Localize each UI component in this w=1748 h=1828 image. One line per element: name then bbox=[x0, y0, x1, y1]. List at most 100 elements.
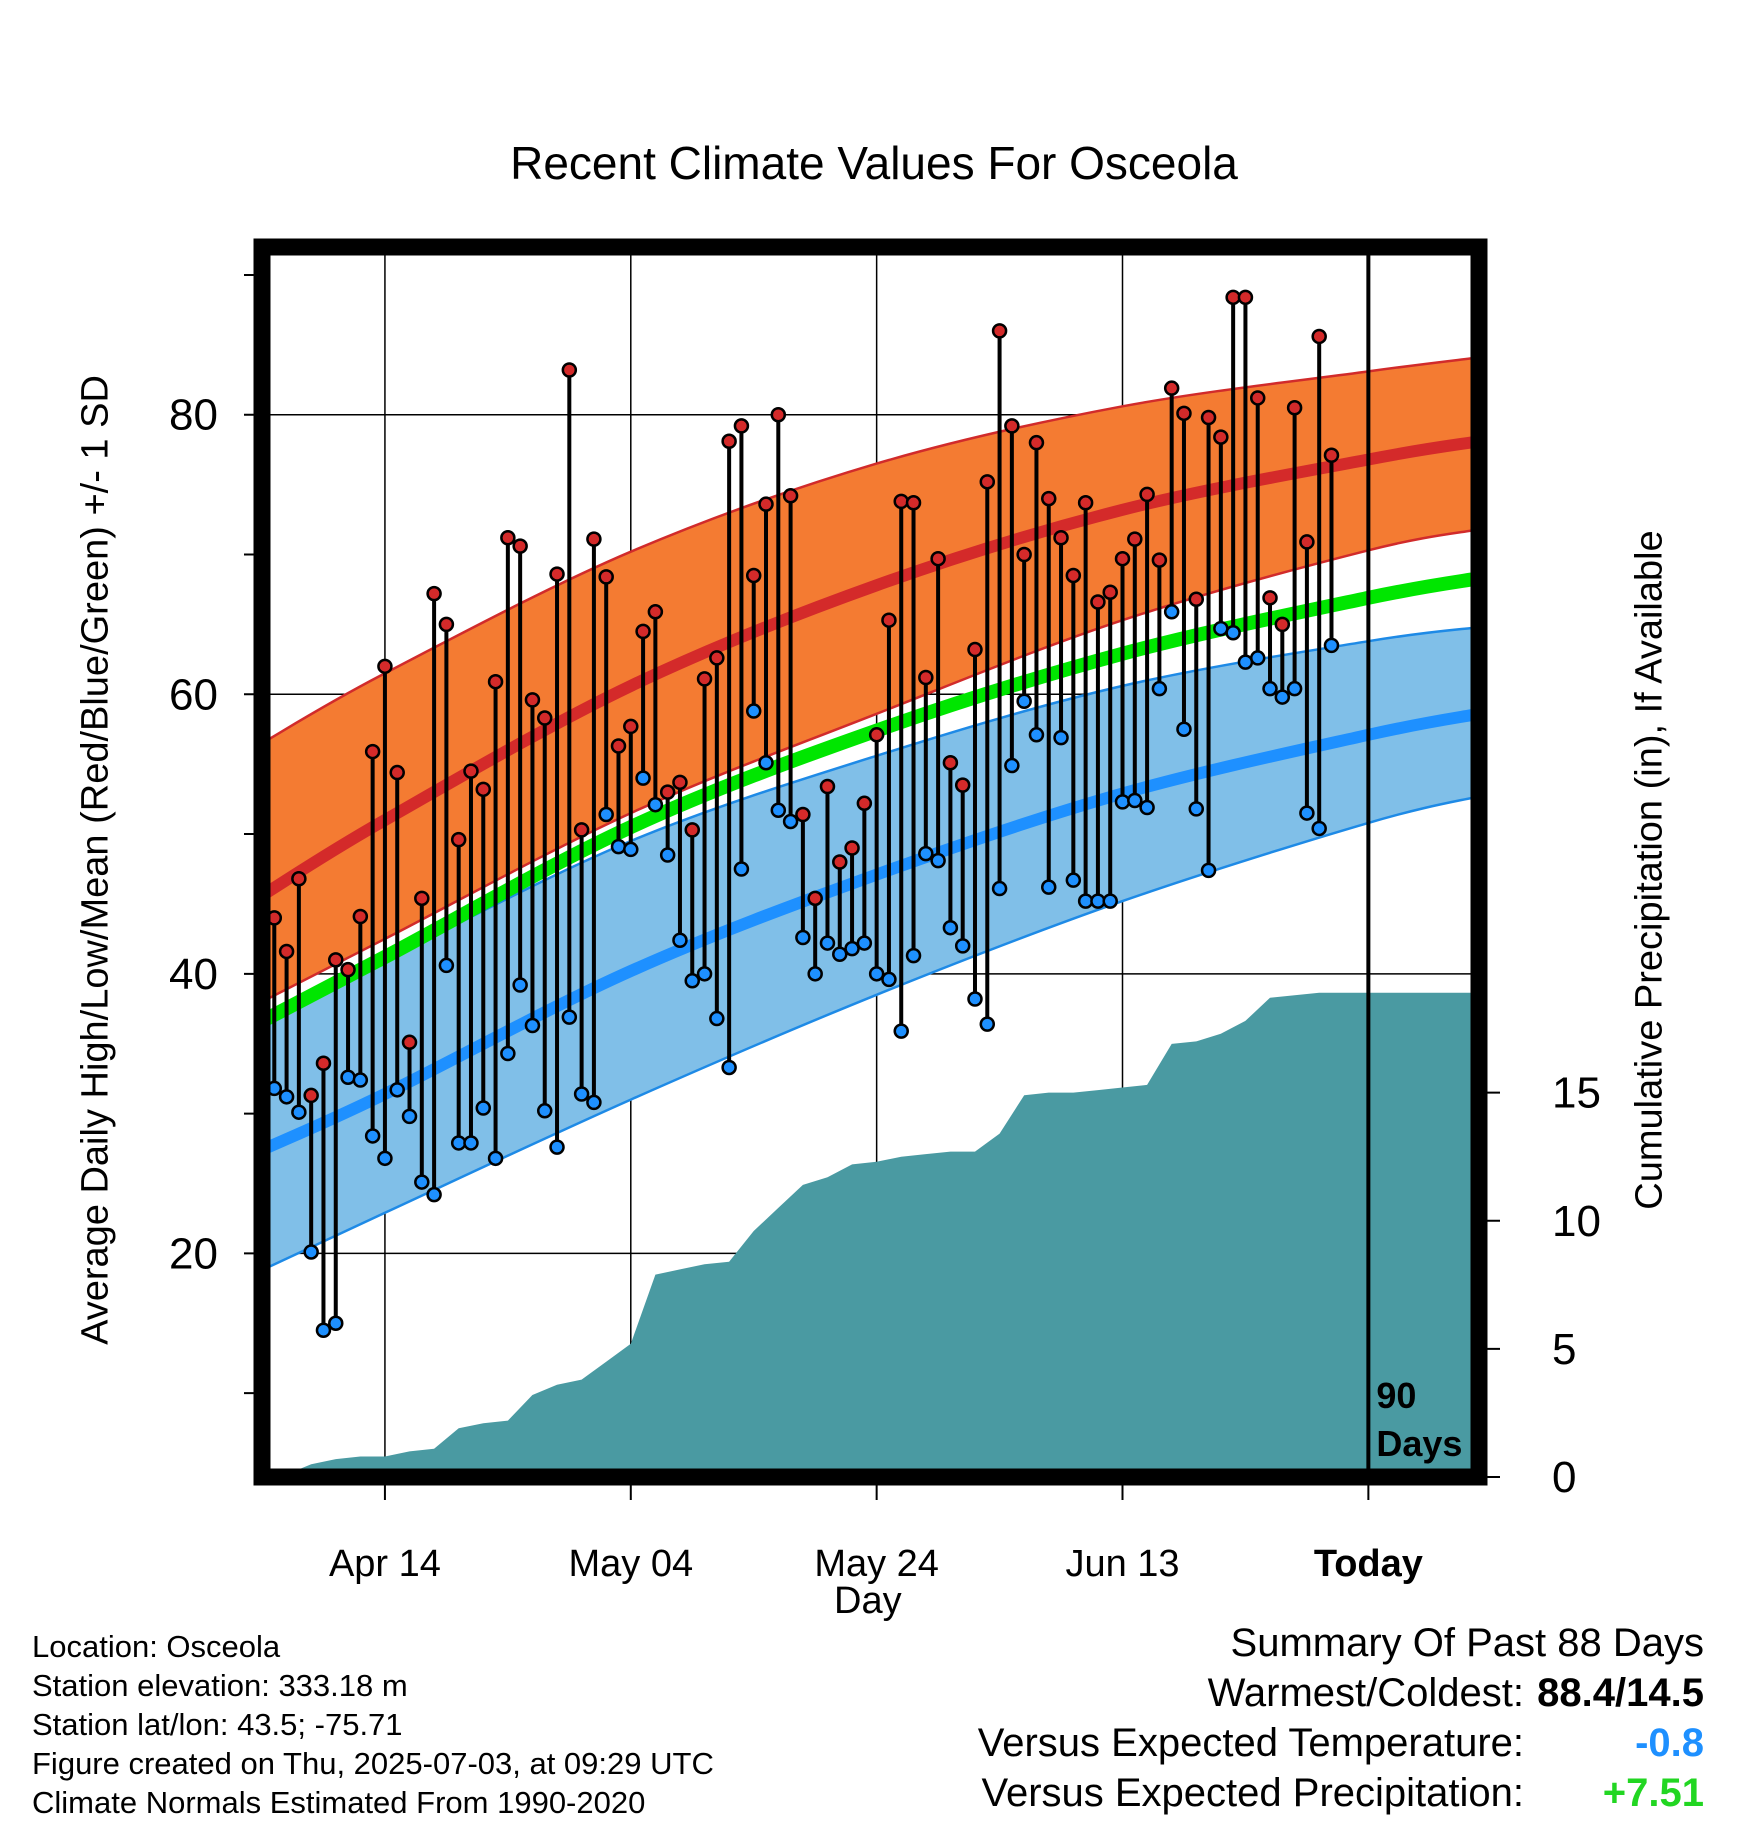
daily-high-point-63 bbox=[1028, 434, 1045, 451]
daily-high-point-8 bbox=[352, 908, 369, 925]
daily-high-point-18 bbox=[475, 781, 492, 798]
daily-low-point-52 bbox=[893, 1023, 909, 1039]
daily-high-point-25 bbox=[561, 362, 578, 378]
y-tick-label-40: 40 bbox=[169, 950, 218, 999]
normal-high-upper-edge bbox=[262, 356, 1479, 745]
daily-low-point-50 bbox=[868, 966, 885, 982]
daily-low-point-66 bbox=[1065, 872, 1082, 888]
summary-panel: Summary Of Past 88 Days Warmest/Coldest:… bbox=[978, 1618, 1704, 1818]
daily-low-point-20 bbox=[500, 1045, 516, 1062]
daily-high-point-17 bbox=[463, 763, 479, 779]
y-axis-label: Average Daily High/Low/Mean (Red/Blue/Gr… bbox=[74, 375, 117, 1345]
daily-high-point-33 bbox=[659, 784, 676, 800]
daily-low-point-63 bbox=[1028, 727, 1045, 743]
daily-low-point-45 bbox=[807, 966, 823, 982]
x-tick-label-3: Jun 13 bbox=[1065, 1543, 1179, 1585]
daily-low-point-48 bbox=[844, 940, 860, 957]
daily-high-point-82 bbox=[1262, 590, 1278, 606]
temp-versus-row: Versus Expected Temperature: -0.8 bbox=[978, 1718, 1704, 1768]
daily-low-point-33 bbox=[659, 847, 676, 863]
daily-high-point-67 bbox=[1077, 495, 1094, 511]
normal-low-lower-edge bbox=[262, 795, 1479, 1272]
daily-low-point-53 bbox=[905, 947, 922, 964]
precip-versus-row: Versus Expected Precipitation: +7.51 bbox=[978, 1768, 1704, 1818]
daily-high-point-80 bbox=[1237, 289, 1254, 306]
daily-low-point-15 bbox=[438, 957, 455, 974]
daily-low-point-5 bbox=[315, 1322, 332, 1338]
axes-ticks: 20 40 60 80 0 5 10 15 Apr 14 May 04 May 24 Jun 13 To… bbox=[169, 273, 1601, 1585]
daily-low-point-60 bbox=[991, 880, 1008, 897]
daily-low-point-25 bbox=[561, 1009, 578, 1025]
daily-low-point-65 bbox=[1053, 729, 1069, 746]
daily-high-point-60 bbox=[991, 323, 1008, 339]
daily-low-point-30 bbox=[623, 841, 639, 858]
daily-high-point-39 bbox=[733, 418, 750, 434]
location-text: Location: Osceola bbox=[32, 1629, 281, 1664]
daily-high-point-47 bbox=[832, 854, 848, 870]
daily-high-point-44 bbox=[795, 806, 811, 823]
normal-low-sd-band bbox=[262, 627, 1479, 1271]
daily-high-point-62 bbox=[1016, 546, 1032, 563]
daily-low-point-74 bbox=[1163, 604, 1180, 620]
daily-high-point-65 bbox=[1053, 529, 1069, 546]
daily-low-point-83 bbox=[1274, 689, 1291, 705]
elevation-text: Station elevation: 333.18 m bbox=[32, 1668, 408, 1703]
daily-high-point-64 bbox=[1040, 490, 1057, 507]
daily-high-point-19 bbox=[487, 673, 504, 690]
daily-low-point-26 bbox=[573, 1086, 590, 1102]
daily-low-point-24 bbox=[549, 1139, 565, 1155]
daily-high-point-71 bbox=[1127, 531, 1143, 547]
daily-low-point-42 bbox=[770, 802, 787, 819]
created-text: Figure created on Thu, 2025-07-03, at 09… bbox=[32, 1746, 714, 1781]
daily-low-point-27 bbox=[586, 1094, 602, 1111]
daily-low-point-79 bbox=[1225, 625, 1241, 641]
daily-low-point-36 bbox=[696, 966, 713, 982]
normal-high-sd-band bbox=[262, 357, 1479, 1002]
daily-low-point-56 bbox=[942, 919, 959, 936]
daily-low-point-41 bbox=[758, 755, 774, 771]
x-axis-label: Day bbox=[834, 1580, 902, 1622]
daily-low-point-12 bbox=[401, 1108, 418, 1125]
daily-high-point-70 bbox=[1114, 550, 1131, 567]
daily-low-point-32 bbox=[647, 796, 664, 813]
daily-low-point-40 bbox=[745, 703, 762, 719]
temp-versus-label: Versus Expected Temperature: bbox=[977, 1721, 1524, 1765]
daily-low-point-77 bbox=[1200, 862, 1217, 879]
daily-high-point-73 bbox=[1151, 552, 1168, 568]
daily-high-point-86 bbox=[1311, 328, 1327, 345]
daily-high-point-78 bbox=[1213, 429, 1229, 445]
today-annotation-1: Days bbox=[1376, 1423, 1462, 1464]
daily-high-point-72 bbox=[1139, 486, 1155, 503]
y2-axis-label: Cumulative Precipitation (in), If Availa… bbox=[1628, 530, 1671, 1210]
daily-high-point-55 bbox=[930, 550, 946, 567]
daily-low-point-14 bbox=[426, 1186, 442, 1203]
daily-low-point-80 bbox=[1237, 654, 1254, 670]
daily-low-point-23 bbox=[536, 1103, 553, 1119]
daily-low-point-71 bbox=[1127, 792, 1143, 809]
daily-low-point-4 bbox=[303, 1244, 319, 1260]
daily-low-point-76 bbox=[1188, 801, 1205, 817]
daily-low-point-57 bbox=[954, 938, 971, 954]
daily-high-point-38 bbox=[721, 433, 737, 450]
daily-high-point-16 bbox=[450, 831, 467, 848]
daily-low-point-84 bbox=[1286, 680, 1303, 697]
y2-tick-label-15: 15 bbox=[1552, 1069, 1601, 1118]
daily-low-point-58 bbox=[967, 991, 983, 1007]
daily-low-point-17 bbox=[463, 1135, 479, 1151]
daily-low-point-3 bbox=[291, 1104, 307, 1120]
daily-high-point-35 bbox=[684, 822, 701, 838]
daily-low-point-75 bbox=[1176, 721, 1192, 737]
daily-low-point-64 bbox=[1040, 879, 1057, 895]
daily-high-point-77 bbox=[1200, 409, 1217, 426]
daily-low-point-19 bbox=[487, 1150, 504, 1167]
daily-high-point-83 bbox=[1274, 616, 1291, 633]
daily-low-point-28 bbox=[598, 806, 614, 823]
x-tick-label-1: May 04 bbox=[568, 1543, 693, 1585]
daily-high-point-56 bbox=[942, 755, 959, 771]
daily-high-point-40 bbox=[745, 567, 762, 584]
daily-low-point-81 bbox=[1249, 650, 1266, 666]
daily-high-point-24 bbox=[549, 566, 565, 582]
daily-low-point-59 bbox=[979, 1016, 996, 1032]
daily-low-point-61 bbox=[1004, 757, 1020, 774]
